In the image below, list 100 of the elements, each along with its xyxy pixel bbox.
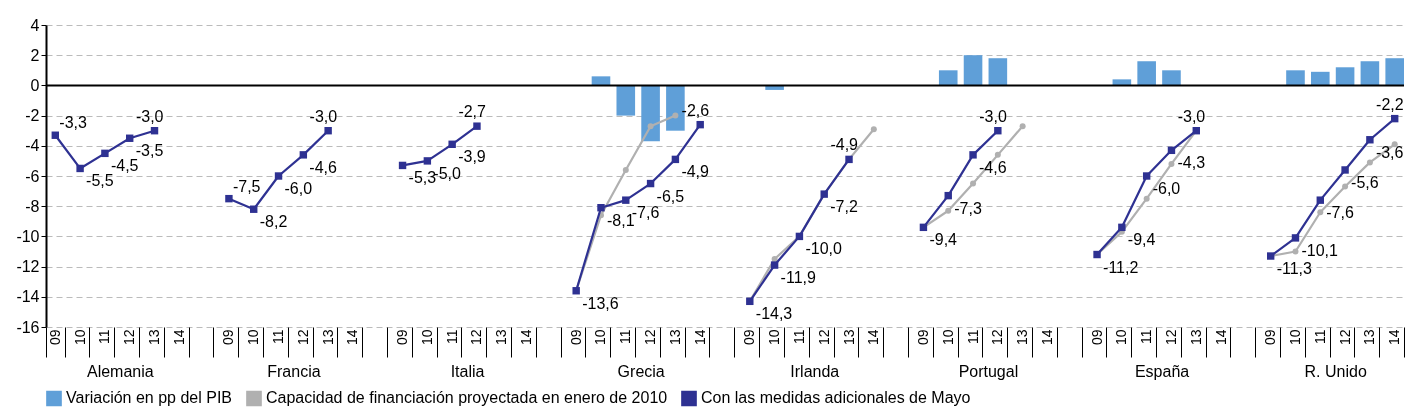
x-tick-label: 14 [865,329,882,346]
point [1019,123,1026,130]
point [1366,136,1374,144]
point [1292,248,1299,255]
text: R. Unido [1304,363,1367,380]
point [274,172,283,180]
point [1142,172,1151,180]
x-tick-label: 12 [468,329,485,346]
point [622,196,630,204]
text: Irlanda [790,363,840,380]
point [448,140,456,148]
bar [1310,71,1330,86]
y-tick-label: -8 [25,197,40,215]
x-tick-label: 09 [741,329,758,346]
data-label: -14,3 [755,305,793,323]
x-tick-label: 09 [220,329,237,346]
point [622,166,629,173]
text: Grecia [617,363,665,380]
point [101,149,109,158]
x-tick-label: 12 [294,329,311,346]
bar [1335,67,1355,86]
data-label: -5,5 [86,172,114,190]
point [1366,159,1373,166]
y-tick-label: 4 [30,16,40,34]
x-tick-label: 12 [642,329,659,346]
data-label: -7,3 [954,199,982,217]
data-label: -13,6 [582,294,619,312]
bar [988,58,1008,86]
point [225,194,233,203]
bar [938,70,958,86]
data-label: -6,5 [656,187,685,205]
point [299,151,308,159]
data-label: -7,6 [1326,204,1354,222]
y-tick-label: -6 [25,167,40,185]
point [76,164,84,173]
point [473,122,481,130]
point [1168,160,1175,167]
data-label: -11,2 [1103,258,1139,276]
data-label: -6,0 [284,180,313,197]
data-label: -11,3 [1276,260,1313,278]
data-label: -3,0 [135,107,164,125]
bar [616,85,636,116]
text: Francia [267,363,321,380]
text: España [1134,363,1190,380]
data-label: -10,1 [1301,241,1339,259]
x-tick-label: 10 [245,329,262,346]
data-label: -9,4 [929,231,958,249]
x-tick-label: 12 [121,329,138,346]
x-tick-label: 10 [1113,329,1130,346]
x-tick-label: 13 [1361,329,1378,346]
x-tick-label: 09 [567,329,584,346]
x-tick-label: 10 [1286,329,1303,346]
text: Italia [450,363,485,380]
y-tick-label: -14 [16,288,40,306]
point [970,180,977,187]
x-tick-label: 13 [1014,329,1031,346]
x-tick-label: 09 [46,329,63,346]
data-label: -3,9 [458,148,486,166]
data-label: -6,0 [1152,180,1181,197]
point [1143,195,1150,202]
data-label: -4,9 [681,163,710,181]
point [945,207,952,214]
data-label: -2,7 [458,103,487,121]
x-tick-label: 12 [1162,329,1179,346]
y-tick-label: -2 [25,107,40,125]
point [870,126,877,133]
bar [1360,61,1380,86]
y-tick-label: 0 [30,76,40,94]
x-tick-label: 11 [1311,329,1328,345]
data-label: -10,0 [805,240,842,258]
bar [765,85,784,90]
x-tick-label: 13 [1187,329,1204,346]
point [324,126,332,135]
data-label: -11,9 [780,269,816,287]
data-label: -4,3 [1177,154,1206,172]
y-tick-label: -10 [16,227,40,245]
data-label: -8,2 [259,213,288,231]
legend-label: Capacidad de financiación proyectada en enero de 2010 [266,389,668,407]
x-tick-label: 12 [1336,329,1353,346]
x-tick-label: 14 [691,329,708,346]
data-label: -7,5 [232,177,261,195]
x-tick-label: 11 [964,329,981,345]
point [647,123,654,130]
x-tick-label: 11 [1138,329,1155,345]
point [1341,166,1349,174]
x-tick-label: 11 [96,329,113,345]
x-tick-label: 12 [989,329,1006,346]
x-tick-label: 11 [270,329,287,345]
text: Alemania [86,363,154,380]
data-label: -5,6 [1351,173,1379,191]
point [1118,223,1126,232]
x-tick-label: 14 [1212,329,1229,346]
data-label: -5,3 [408,169,437,187]
x-tick-label: 09 [1088,329,1105,346]
x-tick-label: 14 [344,329,361,346]
bar [963,55,983,86]
data-label: -7,2 [830,198,858,216]
x-tick-label: 09 [914,329,931,346]
point [1291,234,1300,242]
x-tick-label: 13 [666,329,683,346]
